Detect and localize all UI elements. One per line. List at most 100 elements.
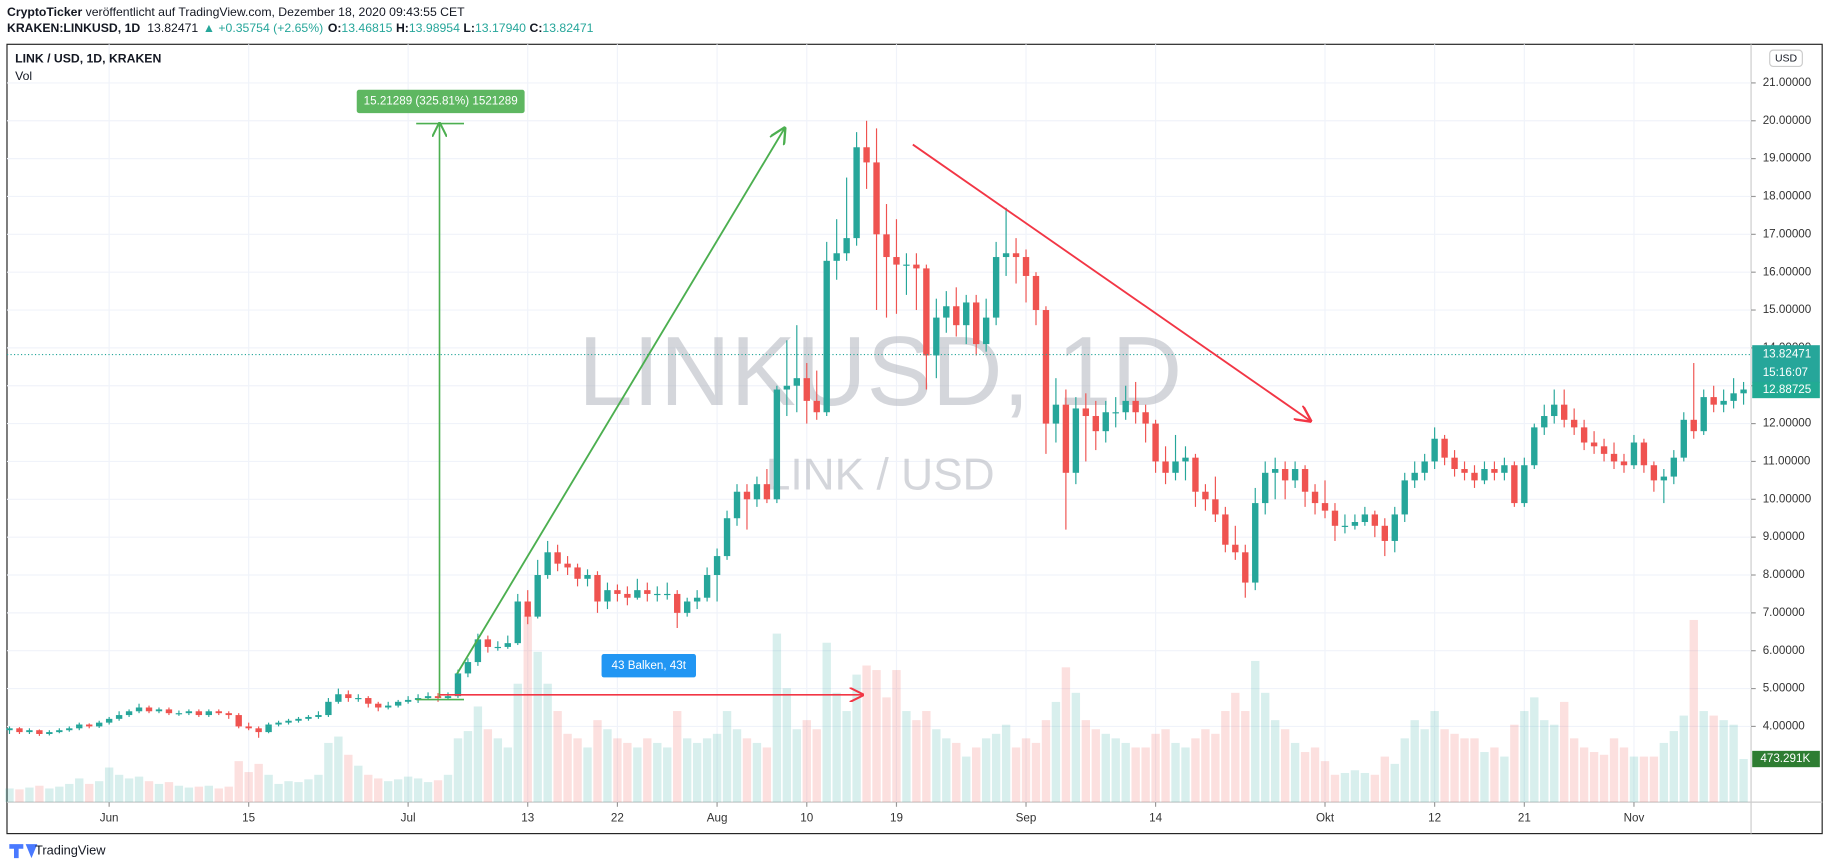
volume-bar [1699, 711, 1708, 803]
x-tick-label: 15 [242, 812, 255, 825]
volume-bar [1669, 731, 1679, 803]
volume-bar [65, 783, 74, 803]
candle-body [16, 728, 23, 733]
volume-bar [254, 763, 263, 803]
candle-body [1102, 412, 1109, 432]
candle-body [1551, 404, 1558, 417]
candle-body [514, 601, 521, 644]
volume-bar [294, 782, 303, 803]
axis-price-labels: 4.00000 5.00000 6.00000 7.00000 8.00000 9.000… [100, 76, 1820, 825]
trend-arrow-down[interactable] [912, 143, 1311, 421]
y-tick-label: 11.00000 [1763, 455, 1811, 468]
candle-body [365, 698, 372, 704]
volume-bar [304, 779, 313, 803]
volume-bar [204, 785, 213, 803]
candle-body [1680, 419, 1687, 458]
candle-body [833, 253, 840, 261]
volume-bar [284, 781, 293, 803]
currency-button[interactable] [1769, 49, 1803, 68]
candle-body [115, 715, 123, 719]
candle-body [1042, 310, 1050, 424]
x-tick-label: 19 [890, 812, 903, 825]
candle-body [305, 716, 312, 719]
y-tick-label: 16.00000 [1763, 265, 1812, 278]
countdown-label: 15:16:07 [1763, 366, 1808, 379]
volume-bar [812, 729, 821, 803]
h-label: H: [396, 21, 409, 35]
volume-bar [1649, 756, 1659, 803]
candle-body [335, 694, 342, 702]
candle-body [913, 264, 920, 269]
candle-body [1610, 453, 1618, 462]
candle-body [973, 302, 980, 345]
volume-bar [1609, 738, 1619, 803]
candle-body [404, 699, 412, 702]
candle-body [26, 730, 33, 733]
volume-bar [533, 651, 542, 803]
candle-body [853, 147, 860, 239]
volume-bar [314, 774, 323, 803]
volume-bar [1161, 729, 1170, 803]
candle-body [1012, 253, 1020, 258]
candle-body [1252, 503, 1259, 583]
trend-arrow-up[interactable] [456, 128, 785, 675]
volume-bar [513, 683, 522, 803]
candle-body [175, 713, 183, 715]
volume-bar [75, 778, 84, 803]
volume-bar [1280, 729, 1290, 803]
candle-body [953, 306, 960, 326]
candle-body [275, 722, 282, 725]
legend-symbol: LINK / USD, 1D, KRAKEN [15, 52, 161, 66]
candle-body [544, 552, 551, 576]
volume-bar [1679, 715, 1688, 803]
volume-bar [543, 683, 552, 803]
candle-body [375, 703, 382, 708]
candle-body [1351, 522, 1359, 526]
candle-body [604, 590, 611, 602]
candle-body [1062, 404, 1070, 473]
l-label: L: [463, 21, 475, 35]
candle-body [654, 593, 661, 596]
y-tick-label: 17.00000 [1763, 227, 1812, 240]
candle-body [863, 147, 870, 163]
candle-body [1570, 419, 1578, 428]
candle-body [753, 484, 761, 500]
candle-body [574, 567, 581, 579]
candle-body [484, 639, 492, 647]
candle-body [1082, 408, 1090, 417]
candle-body [1590, 442, 1598, 447]
volume-bar [1001, 724, 1011, 803]
volume-bar [1171, 742, 1180, 803]
candle-body [474, 639, 482, 663]
price-range-box [356, 89, 525, 114]
candle-body [1630, 442, 1638, 466]
volume-bar [742, 738, 752, 803]
candle-body [1152, 423, 1159, 462]
candle-body [1022, 257, 1030, 276]
volume-bar [1360, 772, 1370, 803]
candle-body [1242, 552, 1249, 583]
volume-bar [1450, 733, 1459, 803]
volume-bar [862, 665, 871, 803]
y-tick-label: 7.00000 [1763, 606, 1806, 619]
candle-body [494, 646, 502, 649]
x-tick-label: Jul [401, 812, 416, 825]
volume-bar [1629, 756, 1639, 803]
volume-bar [1490, 747, 1499, 803]
candle-body [504, 643, 511, 647]
volume-bar [1709, 715, 1718, 803]
candle-body [1052, 404, 1060, 424]
volume-bar [503, 747, 512, 803]
volume-bar [1121, 742, 1130, 803]
volume-bar [962, 756, 971, 803]
candle-body [345, 694, 352, 699]
volume-bar [423, 782, 433, 803]
volume-bar [1251, 660, 1260, 803]
volume-layer [5, 615, 1748, 803]
volume-bar [1639, 756, 1649, 803]
candle-body [1670, 457, 1678, 477]
volume-bar [1739, 759, 1748, 803]
volume-bar [1350, 770, 1360, 803]
volume-bar [1131, 747, 1140, 803]
volume-label-box [1752, 750, 1820, 768]
